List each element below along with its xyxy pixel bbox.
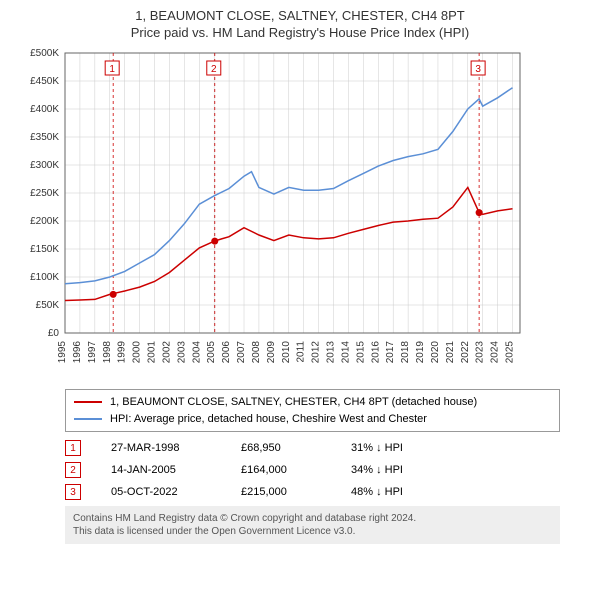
svg-text:2008: 2008 [251,341,262,364]
svg-text:1995: 1995 [57,341,68,364]
svg-text:£500K: £500K [30,48,59,59]
svg-text:2018: 2018 [400,341,411,364]
svg-text:1: 1 [109,64,115,75]
chart-area: £0 £50K £100K £150K £200K £250K £300K £350K £400… [10,48,590,383]
legend-label: 1, BEAUMONT CLOSE, SALTNEY, CHESTER, CH4… [110,394,477,411]
marker-date: 05-OCT-2022 [111,486,211,498]
svg-text:2019: 2019 [415,341,426,364]
svg-text:2003: 2003 [176,341,187,364]
marker-price: £164,000 [241,464,321,476]
svg-text:£100K: £100K [30,272,59,283]
svg-text:£150K: £150K [30,244,59,255]
marker-pct: 34% ↓ HPI [351,464,441,476]
svg-text:2013: 2013 [326,341,337,364]
marker-price: £215,000 [241,486,321,498]
line-chart: £0 £50K £100K £150K £200K £250K £300K £350K £400… [10,48,550,378]
legend-swatch [74,418,102,420]
marker-price: £68,950 [241,442,321,454]
marker-row: 3 05-OCT-2022 £215,000 48% ↓ HPI [65,484,560,500]
svg-text:2016: 2016 [370,341,381,364]
marker-pct: 31% ↓ HPI [351,442,441,454]
legend-item: 1, BEAUMONT CLOSE, SALTNEY, CHESTER, CH4… [74,394,551,411]
svg-text:1997: 1997 [87,341,98,364]
svg-text:1999: 1999 [117,341,128,364]
marker-date: 27-MAR-1998 [111,442,211,454]
svg-text:£0: £0 [48,328,60,339]
svg-text:£50K: £50K [36,300,60,311]
svg-text:1996: 1996 [72,341,83,364]
svg-text:2020: 2020 [430,341,441,364]
marker-number-box: 1 [65,440,81,456]
legend: 1, BEAUMONT CLOSE, SALTNEY, CHESTER, CH4… [65,389,560,432]
footer-line2: This data is licensed under the Open Gov… [73,525,552,538]
svg-text:2005: 2005 [206,341,217,364]
svg-text:2025: 2025 [505,341,516,364]
svg-text:1998: 1998 [102,341,113,364]
legend-item: HPI: Average price, detached house, Ches… [74,411,551,428]
svg-text:3: 3 [475,64,481,75]
svg-text:2006: 2006 [221,341,232,364]
svg-text:2014: 2014 [340,341,351,364]
svg-text:2015: 2015 [355,341,366,364]
svg-text:£300K: £300K [30,160,59,171]
svg-text:2000: 2000 [132,341,143,364]
svg-text:2024: 2024 [490,341,501,364]
marker-number-box: 2 [65,462,81,478]
footer-line1: Contains HM Land Registry data © Crown c… [73,512,552,525]
svg-text:£450K: £450K [30,76,59,87]
svg-text:2011: 2011 [296,341,307,363]
marker-number-box: 3 [65,484,81,500]
svg-text:£200K: £200K [30,216,59,227]
footer-note: Contains HM Land Registry data © Crown c… [65,506,560,544]
svg-text:2012: 2012 [311,341,322,364]
svg-text:2004: 2004 [191,341,202,364]
chart-subtitle: Price paid vs. HM Land Registry's House … [10,25,590,40]
svg-text:£250K: £250K [30,188,59,199]
svg-text:2010: 2010 [281,341,292,364]
marker-date: 14-JAN-2005 [111,464,211,476]
svg-text:2009: 2009 [266,341,277,364]
marker-row: 1 27-MAR-1998 £68,950 31% ↓ HPI [65,440,560,456]
chart-container: 1, BEAUMONT CLOSE, SALTNEY, CHESTER, CH4… [0,0,600,552]
legend-label: HPI: Average price, detached house, Ches… [110,411,427,428]
svg-text:£350K: £350K [30,132,59,143]
svg-text:2023: 2023 [475,341,486,364]
svg-text:2002: 2002 [161,341,172,364]
legend-swatch [74,401,102,403]
marker-row: 2 14-JAN-2005 £164,000 34% ↓ HPI [65,462,560,478]
svg-text:2017: 2017 [385,341,396,364]
chart-title: 1, BEAUMONT CLOSE, SALTNEY, CHESTER, CH4… [10,8,590,23]
svg-text:2: 2 [211,64,217,75]
svg-text:£400K: £400K [30,104,59,115]
svg-text:2007: 2007 [236,341,247,364]
svg-text:2021: 2021 [445,341,456,364]
markers-table: 1 27-MAR-1998 £68,950 31% ↓ HPI 2 14-JAN-2005… [65,440,560,500]
svg-text:2001: 2001 [147,341,158,364]
svg-text:2022: 2022 [460,341,471,364]
marker-pct: 48% ↓ HPI [351,486,441,498]
